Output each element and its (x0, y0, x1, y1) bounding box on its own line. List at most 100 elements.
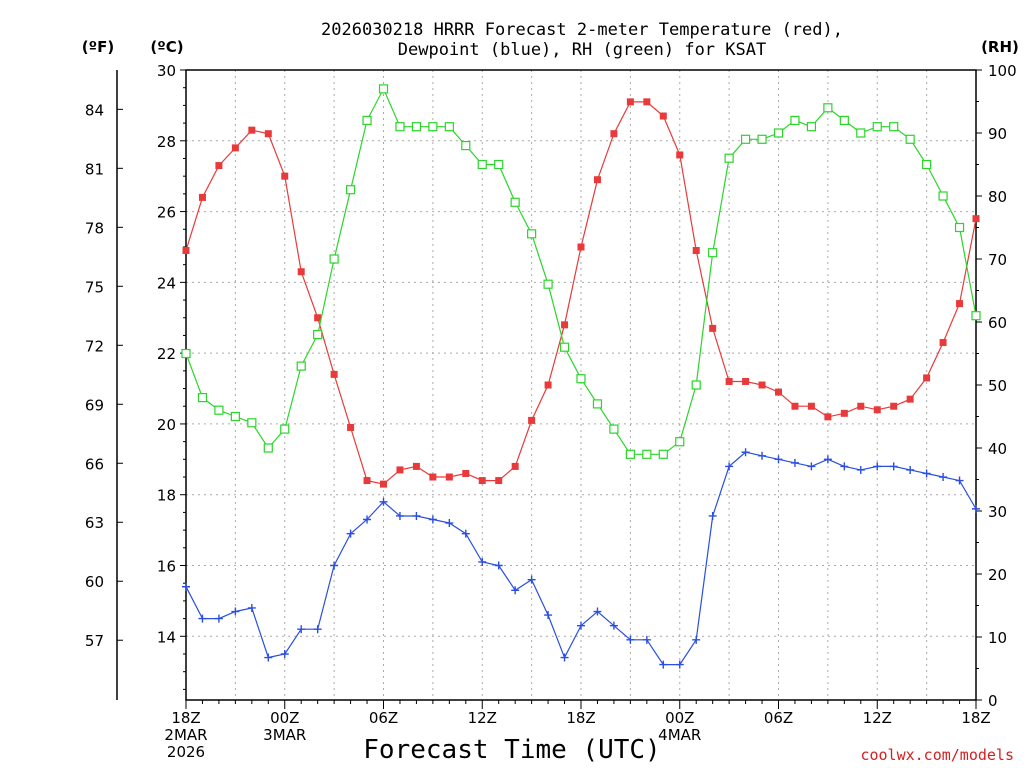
celsius-tick-label: 20 (157, 416, 176, 434)
relative-humidity-point (872, 122, 882, 132)
temperature-point (610, 130, 618, 138)
dewpoint-point (906, 465, 915, 474)
rh-tick-label: 60 (988, 314, 1007, 332)
temperature-point (264, 130, 272, 138)
celsius-tick-label: 28 (157, 133, 176, 151)
celsius-tick-label: 14 (157, 628, 176, 646)
x-tick-label: 12Z (863, 709, 892, 727)
relative-humidity-point (971, 311, 981, 321)
temperature-point (906, 395, 914, 403)
dewpoint-point (214, 614, 223, 623)
relative-humidity-point (477, 159, 487, 170)
temperature-point (429, 473, 437, 481)
temperature-point (676, 151, 684, 159)
fahrenheit-tick-label: 63 (85, 514, 104, 532)
relative-humidity-point (790, 115, 800, 126)
rh-tick-label: 100 (988, 62, 1017, 80)
dewpoint-point (922, 469, 931, 478)
chart-title-line1: 2026030218 HRRR Forecast 2-meter Tempera… (321, 20, 843, 40)
relative-humidity-point (658, 449, 668, 459)
dewpoint-point (330, 561, 339, 570)
rh-tick-label: 90 (988, 125, 1007, 143)
relative-humidity-point (263, 443, 273, 453)
celsius-tick-label: 26 (157, 204, 176, 222)
relative-humidity-point (345, 185, 356, 195)
relative-humidity-point (889, 122, 899, 132)
dewpoint-point (741, 448, 750, 457)
relative-humidity-point (214, 405, 224, 415)
relative-humidity-point (757, 134, 767, 144)
relative-humidity-point (642, 449, 652, 459)
dewpoint-point (527, 575, 536, 584)
dewpoint-point (412, 511, 421, 520)
fahrenheit-tick-label: 78 (85, 219, 104, 237)
dewpoint-point (955, 476, 964, 485)
temperature-point (791, 402, 799, 410)
relative-humidity-point (724, 153, 734, 163)
axes (116, 69, 982, 709)
relative-humidity-point (839, 115, 849, 126)
x-tick-label: 00Z (270, 709, 299, 727)
dewpoint-point (428, 515, 437, 524)
fahrenheit-tick-label: 69 (85, 396, 104, 414)
relative-humidity-point (740, 134, 751, 144)
temperature-point (495, 477, 503, 485)
x-tick-label: 00Z (665, 709, 694, 727)
temperature-point (742, 377, 750, 385)
dewpoint-point (708, 511, 717, 520)
celsius-tick-label: 30 (157, 62, 176, 80)
relative-humidity-point (625, 449, 635, 459)
temperature-point (807, 402, 815, 410)
temperature-point (528, 416, 536, 424)
temperature-point (659, 112, 667, 120)
dewpoint-point (823, 455, 832, 464)
dewpoint-point (577, 621, 585, 630)
x-tick-label: 18Z (566, 709, 595, 727)
fahrenheit-tick-label: 75 (85, 278, 104, 296)
temperature-point (873, 406, 881, 414)
rh-tick-label: 0 (988, 692, 998, 710)
relative-humidity-point (230, 411, 240, 422)
dewpoint-point (725, 462, 734, 471)
temperature-point (626, 98, 634, 106)
temperature-point (396, 466, 404, 474)
x-tick-label: 4MAR (658, 726, 701, 744)
rh-tick-label: 30 (988, 503, 1007, 521)
celsius-tick-label: 22 (157, 345, 176, 363)
temperature-point (380, 480, 387, 488)
temperature-point (198, 193, 206, 201)
temperature-point (297, 268, 305, 276)
x-tick-label: 2MAR (164, 726, 207, 744)
dewpoint-point (494, 561, 503, 570)
dewpoint-point (659, 660, 668, 669)
temperature-point (231, 144, 239, 152)
x-tick-label: 06Z (369, 709, 398, 727)
dewpoint-point (856, 465, 865, 474)
temperature-point (939, 339, 947, 347)
rh-tick-label: 70 (988, 251, 1007, 269)
dewpoint-point (692, 635, 701, 644)
temperature-point (577, 243, 585, 251)
x-tick-label: 3MAR (263, 726, 306, 744)
dewpoint-point (379, 497, 388, 506)
x-tick-label: 12Z (468, 709, 497, 727)
temperature-point (347, 423, 355, 431)
rh-tick-label: 80 (988, 188, 1007, 206)
dewpoint-point (642, 635, 651, 644)
relative-humidity-point (823, 103, 833, 113)
relative-humidity-point (592, 399, 603, 409)
rh-tick-label: 20 (988, 566, 1007, 584)
dewpoint-point (511, 586, 520, 595)
relative-humidity-point (428, 122, 438, 132)
dewpoint-point (758, 451, 767, 460)
grid-lines (186, 70, 976, 700)
relative-humidity-point (197, 393, 208, 403)
temperature-point (956, 300, 964, 308)
x-tick-label: 2026 (167, 743, 205, 761)
temperature-point (330, 370, 338, 378)
temperature-point (692, 247, 700, 255)
dewpoint-point (280, 649, 289, 658)
relative-humidity-point (395, 122, 405, 132)
rh-tick-label: 50 (988, 377, 1007, 395)
celsius-tick-label: 24 (157, 274, 176, 292)
